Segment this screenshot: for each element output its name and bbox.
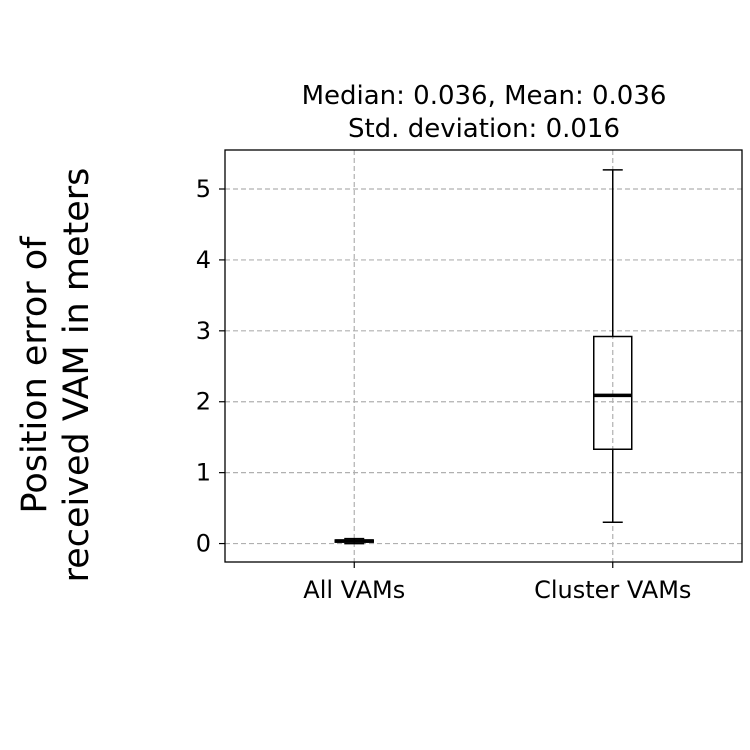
y-tick-label-3: 3 <box>196 317 211 345</box>
boxes <box>334 169 633 545</box>
chart-title-line-1: Median: 0.036, Mean: 0.036 <box>302 81 667 111</box>
box-rect-1 <box>593 335 633 450</box>
box-0 <box>334 537 374 545</box>
x-tick-label-1: Cluster VAMs <box>534 576 691 604</box>
box-1 <box>593 169 633 524</box>
plot-frame <box>224 149 743 563</box>
x-tick-label-0: All VAMs <box>303 576 405 604</box>
y-axis-label-line-2: received VAM in meters <box>57 168 97 583</box>
y-tick-label-4: 4 <box>196 246 211 274</box>
y-tick-label-0: 0 <box>196 530 211 558</box>
axes: 0 1 2 3 4 5 All VAMs Cluster VAMs <box>196 149 743 604</box>
y-tick-label-1: 1 <box>196 459 211 487</box>
y-axis-label-line-1: Position error of <box>15 236 55 514</box>
chart-title: Median: 0.036, Mean: 0.036 Std. deviatio… <box>302 81 667 144</box>
y-tick-label-2: 2 <box>196 388 211 416</box>
grid <box>225 150 742 562</box>
chart-title-line-2: Std. deviation: 0.016 <box>348 114 620 144</box>
y-axis-label: Position error of received VAM in meters <box>15 168 97 583</box>
y-tick-label-5: 5 <box>196 175 211 203</box>
